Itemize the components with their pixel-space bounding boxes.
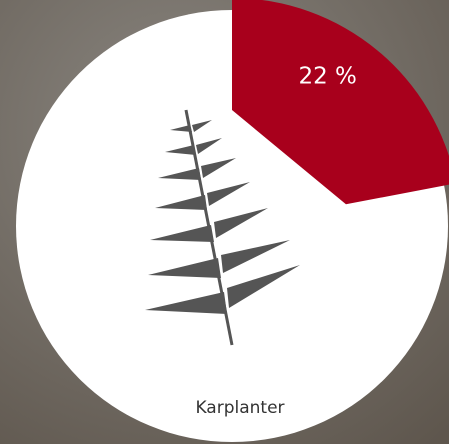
chart: 22 % Karplanter	[0, 0, 449, 444]
value-label: 22 %	[298, 64, 356, 90]
category-label: Karplanter	[195, 398, 284, 418]
page: 22 %Karplanter (() => { const data = JSO…	[0, 0, 449, 444]
